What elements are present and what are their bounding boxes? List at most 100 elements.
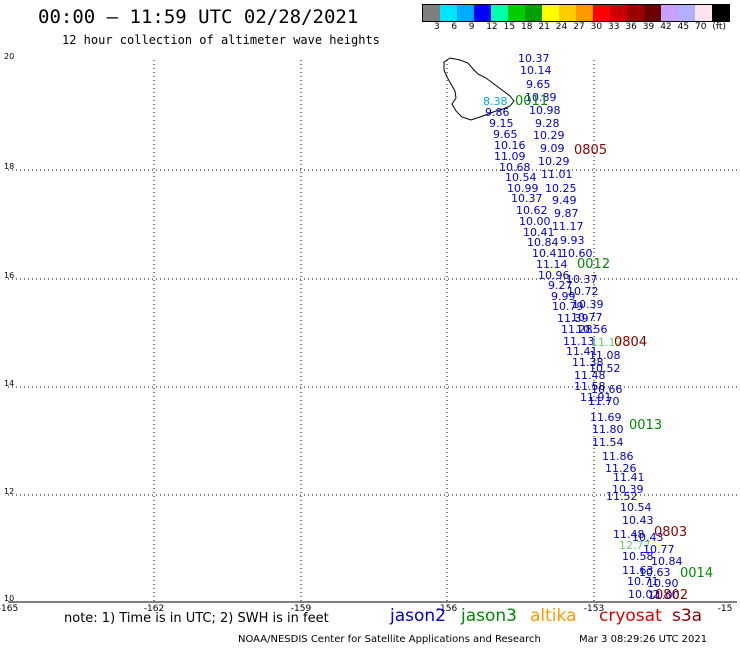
legend-swatch — [474, 5, 491, 21]
legend-swatch — [440, 5, 457, 21]
swh-observation: 10.68 — [499, 161, 531, 174]
legend-label: 27 — [573, 22, 585, 32]
swh-observation: 10.54 — [620, 501, 652, 514]
swh-observation: 11.48 — [574, 369, 606, 382]
legend-swatch — [457, 5, 474, 21]
legend-swatch — [593, 5, 610, 21]
swh-observation: 10.39 — [572, 298, 604, 311]
swh-observation: 10.14 — [520, 64, 552, 77]
swh-observation: 8.38 — [483, 95, 508, 108]
credit-line: NOAA/NESDIS Center for Satellite Applica… — [238, 634, 541, 645]
pass-label: 0014 — [680, 566, 713, 581]
swh-observation: 9.15 — [489, 117, 514, 130]
swh-observation: 10.41 — [523, 226, 555, 239]
legend-swatch — [695, 5, 712, 21]
swh-observation: 12.77 — [619, 539, 651, 552]
legend-swatch — [559, 5, 576, 21]
y-tick-label: 18 — [4, 162, 14, 171]
x-tick-label: -159 — [291, 604, 312, 614]
swh-observation: 10.41 — [532, 247, 564, 260]
swh-observation: 10.02 — [628, 588, 660, 601]
x-tick-label: -15 — [718, 604, 733, 614]
swh-observation: 11.58 — [574, 380, 606, 393]
swh-observation: 9.49 — [552, 194, 577, 207]
swh-observation: 11.38 — [572, 356, 604, 369]
legend-swatch — [508, 5, 525, 21]
swh-observation: 9.93 — [560, 234, 585, 247]
swh-observation: 10.25 — [545, 182, 577, 195]
swh-observation: 10.52 — [589, 362, 621, 375]
swh-observation: 9.86 — [485, 106, 510, 119]
swh-observation: 10.43 — [632, 531, 664, 544]
legend-swatch — [627, 5, 644, 21]
swh-observation: 10.66 — [591, 383, 623, 396]
pass-label: 0011 — [515, 94, 548, 109]
swh-observation: 11.17 — [552, 220, 584, 233]
swh-observation: 11.63 — [622, 564, 654, 577]
swh-observation: 11.54 — [592, 436, 624, 449]
legend-label: 18 — [521, 22, 533, 32]
swh-observation: 11.41 — [566, 345, 598, 358]
map-subtitle: 12 hour collection of altimeter wave hei… — [62, 33, 380, 47]
swh-observation: 10.99 — [507, 182, 539, 195]
legend-label: 3 — [434, 22, 440, 32]
swh-observation: 10.96 — [538, 269, 570, 282]
legend-swatch — [610, 5, 627, 21]
swh-observation: 10.58 — [622, 550, 654, 563]
swh-observation: 9.65 — [526, 78, 551, 91]
swh-observation: 10.60 — [561, 247, 593, 260]
swh-observation: 9.65 — [493, 128, 518, 141]
legend-label: 36 — [625, 22, 637, 32]
x-tick-label: -153 — [584, 604, 604, 614]
legend-swatch — [712, 5, 729, 21]
swh-observation: 10.29 — [538, 155, 570, 168]
legend-label: 12 — [486, 22, 498, 32]
swh-observation: 10.43 — [622, 514, 654, 527]
swh-observation: 11.80 — [592, 423, 624, 436]
swh-observation: 10.84 — [651, 555, 683, 568]
swh-observation: 11.14 — [536, 258, 568, 271]
swh-observation: 11.91 — [580, 391, 612, 404]
hawaii-island-coastline — [443, 57, 515, 121]
axis-tick-labels: -165 -162 -159 -156 -153 -15 20 18 16 14 12 10 — [0, 52, 732, 614]
swh-observation: 11.41 — [613, 471, 645, 484]
pass-label: 0013 — [629, 418, 662, 433]
swh-observation: 10.62 — [516, 204, 548, 217]
legend-label: (ft) — [712, 22, 726, 32]
swh-observation: 10.89 — [525, 91, 557, 104]
pass-label: 0802 — [655, 588, 688, 603]
legend-label: 45 — [677, 22, 690, 32]
satellite-jason2: jason2 — [390, 606, 446, 626]
color-scale-legend — [422, 4, 730, 22]
swh-observation: 9.27 — [548, 279, 573, 292]
legend-label: 39 — [642, 22, 655, 32]
generation-timestamp: Mar 3 08:29:26 UTC 2021 — [579, 634, 708, 645]
swh-observation: 11.01 — [541, 168, 573, 181]
swh-observation: 11.08 — [589, 349, 621, 362]
swh-observation: 10.98 — [529, 104, 561, 117]
legend-swatch — [576, 5, 593, 21]
swh-observation: 10.54 — [505, 171, 537, 184]
swh-observation: 11.52 — [606, 490, 638, 503]
swh-observation: 10.72 — [567, 285, 599, 298]
y-tick-label: 16 — [4, 271, 14, 280]
legend-label: 6 — [451, 22, 458, 32]
satellite-cryosat: cryosat — [599, 606, 662, 626]
swh-observation: 10.77 — [571, 311, 603, 324]
legend-label: 30 — [590, 22, 603, 32]
units-note: note: 1) Time is in UTC; 2) SWH is in fe… — [64, 611, 329, 626]
satellite-s3a: s3a — [672, 606, 703, 626]
legend-label: 33 — [608, 22, 620, 32]
swh-observation: 11.09 — [494, 150, 526, 163]
legend-swatch — [423, 5, 440, 21]
legend-label: 24 — [555, 22, 568, 32]
swh-observation: 11.86 — [602, 450, 634, 463]
swh-observation: 11.13 — [563, 335, 595, 348]
satellite-jason3: jason3 — [461, 606, 517, 626]
track-labels: 0011 0805 0012 0804 0013 0803 0014 0802 — [515, 94, 713, 603]
legend-label: 21 — [538, 22, 550, 32]
map-title: 00:00 – 11:59 UTC 02/28/2021 — [38, 6, 359, 28]
x-tick-label: -165 — [0, 604, 18, 614]
swh-observation: 11.00 — [648, 589, 680, 602]
